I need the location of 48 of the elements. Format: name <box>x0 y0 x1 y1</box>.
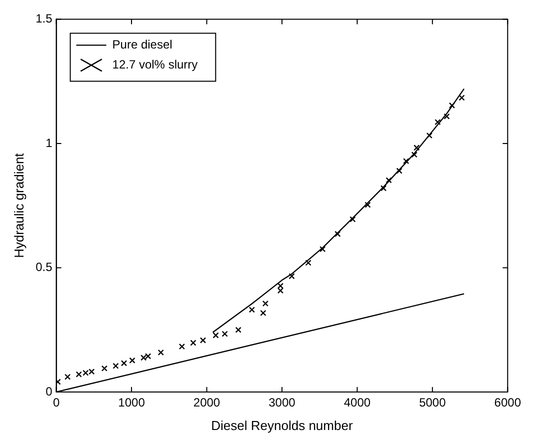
x-tick-label: 3000 <box>268 396 296 410</box>
x-tick-label: 5000 <box>419 396 446 410</box>
point <box>200 337 206 344</box>
y-tick-label: 1 <box>46 136 53 150</box>
point <box>426 132 432 139</box>
point <box>144 353 152 360</box>
point <box>235 326 242 333</box>
point <box>458 94 465 101</box>
legend-label: Pure diesel <box>112 38 172 52</box>
point <box>434 119 441 126</box>
point <box>76 371 82 378</box>
point <box>112 362 119 369</box>
point <box>403 158 410 164</box>
y-tick-label: 1.5 <box>36 12 53 26</box>
point <box>222 330 228 337</box>
point <box>350 216 356 222</box>
point <box>396 168 402 174</box>
legend-label: 12.7 vol% slurry <box>112 58 198 72</box>
y-axis-title: Hydraulic gradient <box>11 152 26 258</box>
y-tick-label: 0 <box>46 384 53 398</box>
point <box>260 310 266 316</box>
point <box>120 360 128 366</box>
x-tick-label: 4000 <box>344 396 371 410</box>
point <box>380 185 387 192</box>
point <box>158 349 164 356</box>
point <box>178 343 185 350</box>
point <box>444 113 450 120</box>
x-tick-label: 2000 <box>193 396 220 410</box>
point <box>190 340 196 346</box>
point <box>140 354 147 361</box>
point <box>320 246 326 252</box>
y-tick-label: 0.5 <box>36 260 53 274</box>
point <box>101 365 108 372</box>
x-tick-label: 1000 <box>118 396 146 410</box>
point <box>448 102 456 109</box>
point <box>88 368 95 375</box>
point <box>248 306 255 313</box>
point <box>305 260 312 266</box>
point <box>82 370 89 376</box>
point <box>334 230 341 238</box>
point <box>288 273 295 280</box>
x-tick-label: 6000 <box>494 396 522 410</box>
point <box>64 374 71 380</box>
point <box>364 202 371 208</box>
point <box>386 177 392 184</box>
x-axis-title: Diesel Reynolds number <box>211 418 354 433</box>
point <box>129 357 136 364</box>
point <box>262 300 268 307</box>
